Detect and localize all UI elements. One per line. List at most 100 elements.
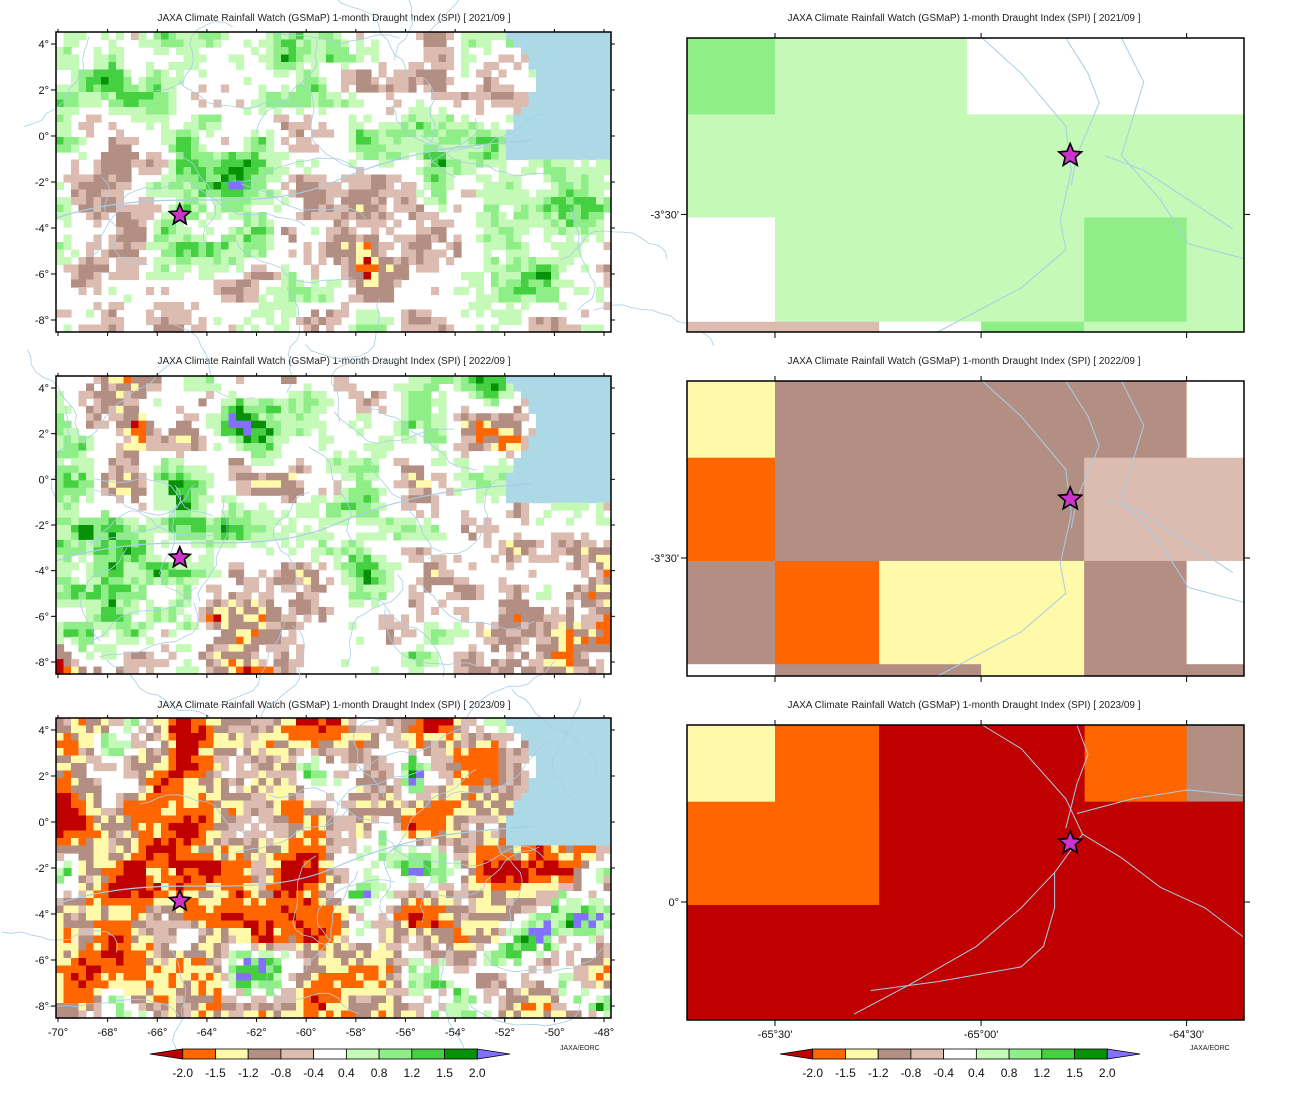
spi-cell (687, 381, 776, 459)
y-tick-label: -4° (35, 566, 49, 578)
colorbar-left (149, 1048, 511, 1060)
spi-cell (879, 321, 982, 333)
spi-cell (1186, 664, 1245, 677)
colorbar-swatch (444, 1048, 478, 1060)
spi-cell (1186, 560, 1245, 665)
y-tick-label: -3°30' (650, 553, 679, 565)
panel-title-2022-regional: JAXA Climate Rainfall Watch (GSMaP) 1-mo… (157, 356, 511, 367)
map-2021-regional: 4° 2° 0° -2° -4° -6° -8° (23, 0, 715, 400)
spi-cell (687, 560, 776, 665)
map-2023-regional: 4° 2° 0° -2° -4° -6° -8° -70° -68° -66° -64° -62° -6… (1, 625, 615, 1056)
spi-cell (1186, 114, 1245, 218)
y-tick-label: -8° (35, 657, 49, 669)
colorbar-label: -2.0 (802, 1066, 824, 1080)
spi-cell (967, 38, 1085, 115)
colorbar-swatch (1008, 1048, 1043, 1060)
x-tick-label: -64°30' (1169, 1029, 1204, 1041)
map-2022-zoom: -3°30' (650, 376, 1250, 682)
colorbar-swatch (845, 1048, 879, 1060)
y-tick-label: -8° (35, 1001, 49, 1013)
colorbar-swatch (280, 1048, 315, 1060)
colorbar-swatch (975, 1048, 1010, 1060)
y-tick-label: 0° (38, 131, 49, 143)
panel-title-2021-zoom: JAXA Climate Rainfall Watch (GSMaP) 1-mo… (787, 13, 1141, 24)
colorbar-swatch (215, 1048, 249, 1060)
colorbar-label: -0.8 (900, 1066, 922, 1080)
colorbar-label: 0.8 (1000, 1066, 1018, 1080)
location-star-icon (1056, 828, 1084, 855)
spi-cell (687, 38, 776, 115)
panel-title-2023-zoom: JAXA Climate Rainfall Watch (GSMaP) 1-mo… (787, 700, 1141, 711)
colorbar-swatch (943, 1048, 977, 1060)
spi-cell (879, 560, 1085, 665)
spi-cell (1084, 321, 1245, 333)
y-tick-label: -4° (35, 223, 49, 235)
panel-title-2021-regional: JAXA Climate Rainfall Watch (GSMaP) 1-mo… (157, 13, 511, 24)
x-tick-label: -60° (296, 1027, 316, 1039)
spi-cell (981, 664, 1085, 677)
colorbar-label: 1.5 (436, 1066, 453, 1080)
spi-cell (775, 560, 880, 665)
x-tick-label: -54° (445, 1027, 465, 1039)
spi-cell (687, 904, 1245, 1021)
colorbar-label: 0.8 (370, 1066, 388, 1080)
x-tick-label: -65°00' (964, 1029, 999, 1041)
colorbar-label: 2.0 (468, 1066, 486, 1080)
spi-cell (687, 801, 880, 906)
y-tick-label: -8° (35, 315, 49, 327)
colorbar-swatch (378, 1048, 413, 1060)
y-tick-label: -6° (35, 611, 49, 623)
colorbar-swatch (1106, 1048, 1141, 1060)
spi-cell (879, 801, 1245, 906)
spi-cell (687, 217, 776, 324)
spi-cell (1084, 664, 1188, 677)
spi-cell (879, 725, 1085, 803)
colorbar-swatch (182, 1048, 216, 1060)
colorbar-swatch (812, 1048, 846, 1060)
colorbar-label: 1.5 (1066, 1066, 1083, 1080)
map-2022-regional: 4° 2° 0° -2° -4° -6° -8° (27, 349, 615, 733)
y-tick-label: -2° (35, 863, 49, 875)
credit-left: JAXA/EORC (560, 1045, 600, 1052)
spi-cell (1084, 38, 1245, 115)
y-tick-label: 0° (38, 817, 49, 829)
map-2021-zoom: -3°30' (650, 33, 1250, 338)
spi-cell (775, 725, 880, 803)
y-tick-label: 2° (38, 771, 49, 783)
y-tick-label: 0° (668, 897, 679, 909)
colorbar-label: -1.5 (835, 1066, 856, 1080)
colorbar-label: 1.2 (1033, 1066, 1051, 1080)
x-tick-label: -70° (48, 1027, 68, 1039)
y-tick-label: 4° (38, 725, 49, 737)
spi-cell (1084, 725, 1188, 803)
colorbar-swatch (910, 1048, 945, 1060)
colorbar-swatch (411, 1048, 445, 1060)
y-tick-label: -6° (35, 955, 49, 967)
x-tick-label: -52° (495, 1027, 515, 1039)
y-tick-label: 0° (38, 474, 49, 486)
colorbar-swatch (313, 1048, 347, 1060)
colorbar-label: 2.0 (1098, 1066, 1116, 1080)
colorbar-label: -2.0 (172, 1066, 194, 1080)
x-tick-label: -48° (594, 1027, 614, 1039)
x-tick-label: -56° (395, 1027, 415, 1039)
colorbar-swatch (877, 1048, 912, 1060)
spi-cell (687, 457, 776, 562)
colorbar-swatch (779, 1048, 814, 1060)
spi-cell (1084, 217, 1188, 324)
colorbar-label: -0.4 (303, 1066, 324, 1080)
spi-cell (1186, 381, 1245, 459)
spi-cell (775, 38, 968, 115)
colorbar-label: -0.8 (270, 1066, 292, 1080)
location-star-icon (1056, 141, 1084, 167)
colorbar-label: -1.2 (867, 1066, 889, 1080)
map-2023-zoom: 0° -65°30' -65°00' -64°30' (668, 720, 1250, 1041)
colorbar-label: -1.5 (205, 1066, 226, 1080)
spi-cell (981, 321, 1085, 333)
spi-cell (1084, 457, 1245, 562)
colorbar-swatch (345, 1048, 380, 1060)
spi-cell (1186, 725, 1245, 803)
colorbar-label: 0.4 (968, 1066, 985, 1080)
y-tick-label: 4° (38, 383, 49, 395)
spi-cell (775, 664, 982, 677)
